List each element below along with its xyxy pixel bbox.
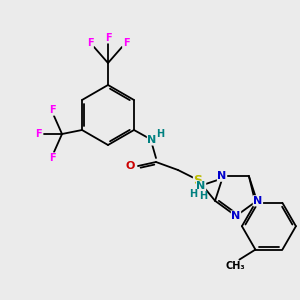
Text: N: N <box>147 135 157 145</box>
Text: O: O <box>125 161 135 171</box>
Text: H: H <box>199 191 207 201</box>
Text: H: H <box>189 189 197 199</box>
Text: F: F <box>49 153 55 163</box>
Text: N: N <box>218 171 227 181</box>
Text: F: F <box>87 38 93 48</box>
Text: N: N <box>253 196 262 206</box>
Text: N: N <box>231 211 241 221</box>
Text: F: F <box>105 33 111 43</box>
Text: S: S <box>194 173 202 187</box>
Text: H: H <box>156 129 164 139</box>
Text: F: F <box>49 105 55 115</box>
Text: F: F <box>35 129 41 139</box>
Text: N: N <box>196 181 206 191</box>
Text: F: F <box>123 38 129 48</box>
Text: CH₃: CH₃ <box>226 261 245 271</box>
